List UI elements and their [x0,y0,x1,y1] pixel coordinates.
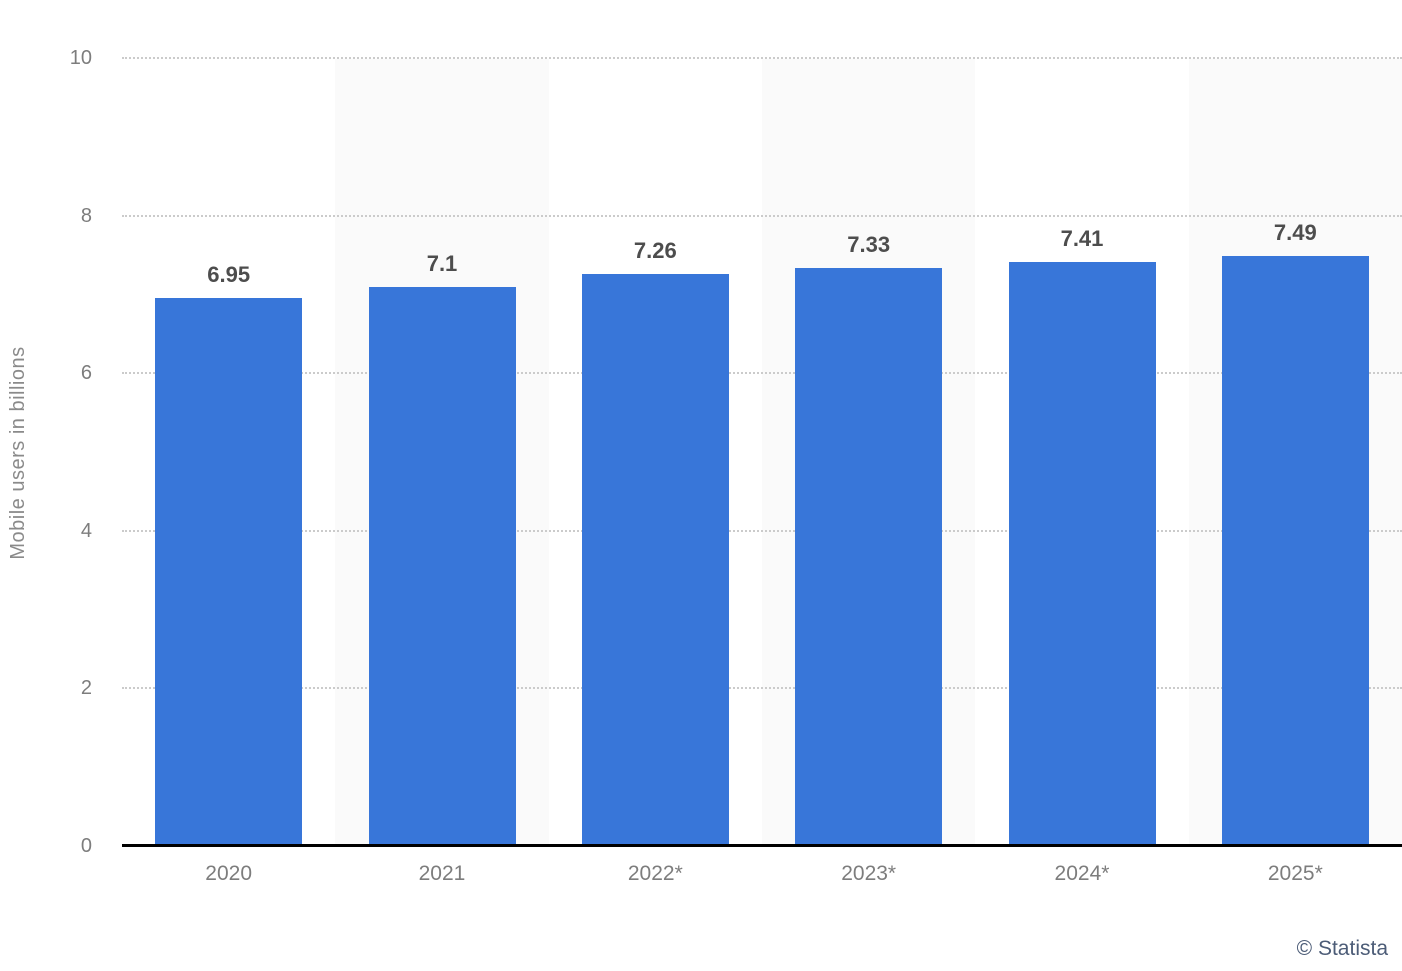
gridline [122,214,1402,217]
y-tick-label: 4 [80,519,92,542]
y-tick-label: 2 [80,677,92,700]
bar-value-label: 7.41 [1060,226,1104,252]
bar-2025* [1221,255,1369,846]
bar-value-label: 7.49 [1273,219,1317,245]
x-tick-label: 2021 [418,862,466,885]
x-tick-label: 2022* [627,862,683,885]
x-tick-label: 2020 [205,862,253,885]
bar-2022* [581,273,729,846]
x-axis-line [122,844,1402,847]
bar-2021 [368,286,516,846]
bar-2024* [1008,262,1156,846]
gridline [122,529,1402,532]
plot-area: 6.95 7.1 7.26 7.33 7.41 7.49 [122,57,1402,847]
gridline [122,372,1402,375]
y-tick-label: 10 [69,47,92,69]
bar-value-label: 7.26 [633,237,677,263]
x-tick-label: 2025* [1267,862,1323,885]
bar-2023* [795,268,943,846]
gridline [122,57,1402,59]
y-tick-label: 6 [80,362,92,385]
y-tick-label: 0 [80,835,92,857]
bar-value-label: 6.95 [207,262,251,288]
bar-2020 [155,298,303,846]
x-tick-label: 2023* [841,862,897,885]
y-axis-title: Mobile users in billions [7,346,29,560]
bar-value-label: 7.33 [847,232,891,258]
y-tick-label: 8 [80,204,92,227]
bar-value-label: 7.1 [426,250,458,276]
x-tick-label: 2024* [1054,862,1110,885]
gridline [122,687,1402,690]
statista-attribution: © Statista [1296,937,1388,960]
